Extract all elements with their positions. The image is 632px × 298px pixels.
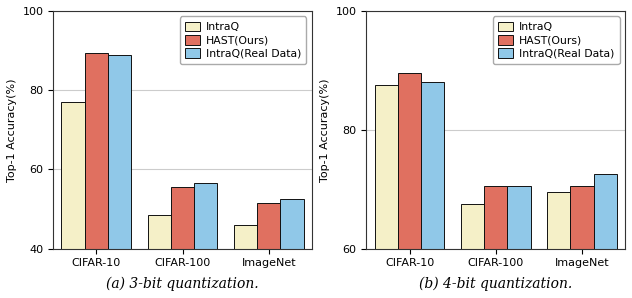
Bar [194,183,217,249]
Bar [61,102,85,249]
X-axis label: (b) 4-bit quantization.: (b) 4-bit quantization. [419,277,573,291]
Bar [507,186,531,249]
Bar [281,199,303,249]
Bar [234,225,257,249]
Bar [108,55,131,249]
Bar [171,187,194,249]
Bar [421,82,444,249]
Y-axis label: Top-1 Accuracy(%): Top-1 Accuracy(%) [320,78,330,181]
Bar [593,174,617,249]
Legend: IntraQ, HAST(Ours), IntraQ(Real Data): IntraQ, HAST(Ours), IntraQ(Real Data) [179,16,307,64]
Bar [547,192,570,249]
Bar [257,203,281,249]
Bar [484,186,507,249]
Bar [148,215,171,249]
Bar [398,73,421,249]
Bar [570,186,593,249]
Bar [375,85,398,249]
Bar [461,204,484,249]
Legend: IntraQ, HAST(Ours), IntraQ(Real Data): IntraQ, HAST(Ours), IntraQ(Real Data) [493,16,619,64]
Bar [85,52,108,249]
Y-axis label: Top-1 Accuracy(%): Top-1 Accuracy(%) [7,78,17,181]
X-axis label: (a) 3-bit quantization.: (a) 3-bit quantization. [106,277,259,291]
